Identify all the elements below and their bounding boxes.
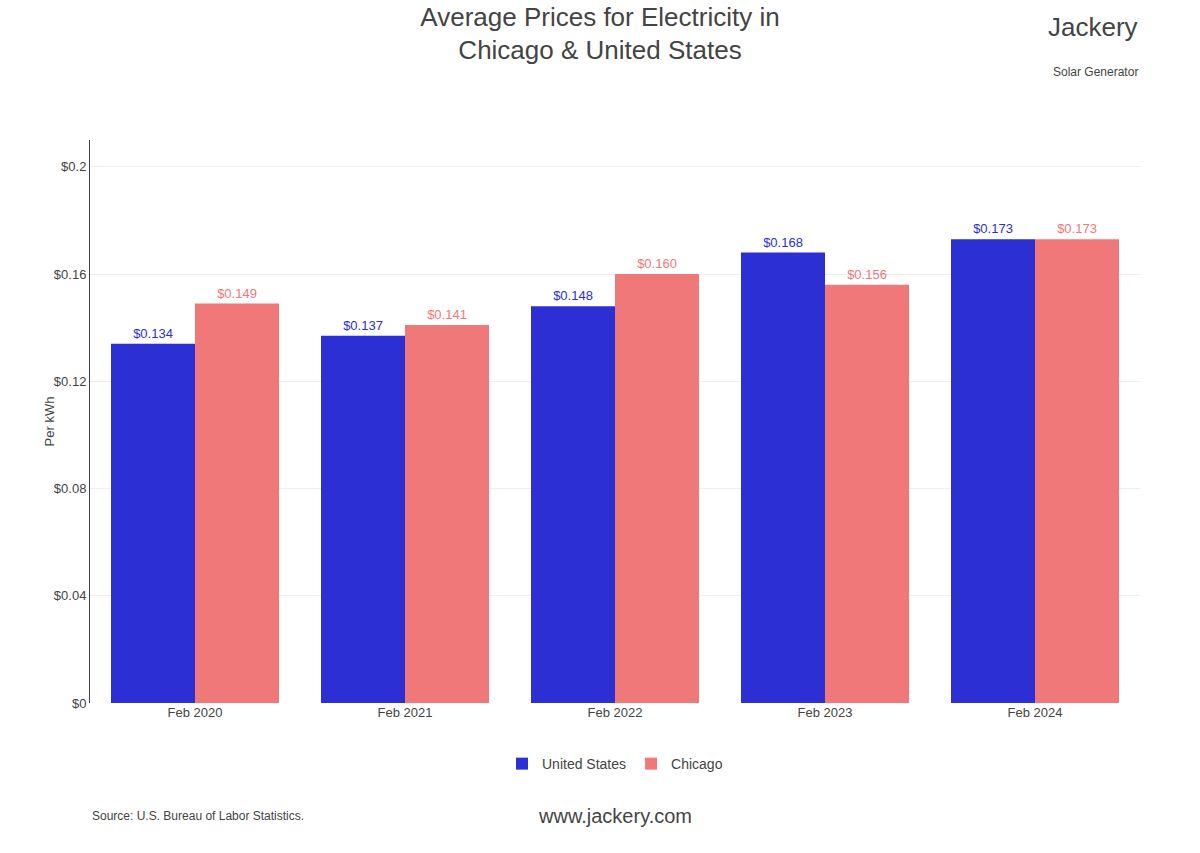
svg-text:Solar Generator: Solar Generator: [1053, 65, 1138, 79]
svg-text:$0.173: $0.173: [973, 221, 1013, 236]
svg-text:$0.134: $0.134: [133, 326, 173, 341]
svg-text:Feb 2020: Feb 2020: [168, 705, 223, 720]
svg-text:United States: United States: [542, 756, 626, 772]
svg-text:$0.137: $0.137: [343, 318, 383, 333]
svg-text:Per kWh: Per kWh: [42, 397, 57, 447]
svg-text:Feb 2021: Feb 2021: [378, 705, 433, 720]
svg-text:$0.16: $0.16: [54, 267, 87, 282]
svg-text:$0.2: $0.2: [61, 159, 86, 174]
svg-text:$0.141: $0.141: [427, 307, 467, 322]
svg-text:Source: U.S. Bureau of Labor S: Source: U.S. Bureau of Labor Statistics.: [92, 809, 304, 823]
svg-text:$0.08: $0.08: [54, 481, 87, 496]
svg-text:$0.156: $0.156: [847, 267, 887, 282]
svg-text:$0.160: $0.160: [637, 256, 677, 271]
svg-text:Feb 2024: Feb 2024: [1008, 705, 1063, 720]
svg-text:$0.168: $0.168: [763, 235, 803, 250]
svg-text:Feb 2023: Feb 2023: [798, 705, 853, 720]
svg-text:$0.12: $0.12: [54, 374, 87, 389]
svg-text:www.jackery.com: www.jackery.com: [538, 805, 692, 827]
svg-text:$0.173: $0.173: [1057, 221, 1097, 236]
svg-text:$0.149: $0.149: [217, 286, 257, 301]
svg-text:Feb 2022: Feb 2022: [588, 705, 643, 720]
svg-text:Chicago: Chicago: [671, 756, 723, 772]
svg-text:$0.04: $0.04: [54, 588, 87, 603]
svg-text:$0: $0: [72, 696, 86, 711]
svg-text:Jackery: Jackery: [1048, 12, 1138, 42]
svg-text:Average Prices for Electricity: Average Prices for Electricity inChicago…: [420, 2, 779, 66]
svg-text:$0.148: $0.148: [553, 288, 593, 303]
